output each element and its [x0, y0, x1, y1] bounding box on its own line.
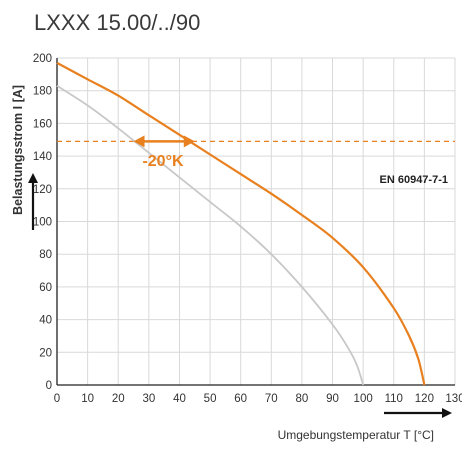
x-tick-label: 30: [142, 393, 155, 405]
y-tick-label: 160: [33, 118, 52, 130]
x-direction-arrow-head: [442, 408, 452, 418]
axes: [28, 58, 455, 418]
series-line-1: [56, 61, 426, 386]
x-tick-label: 100: [354, 393, 373, 405]
y-tick-label: 80: [39, 249, 52, 261]
norm-label: EN 60947-7-1: [380, 174, 449, 186]
x-tick-label: 50: [204, 393, 217, 405]
y-tick-label: 60: [39, 282, 52, 294]
x-tick-label: 130: [445, 393, 462, 405]
x-tick-label: 40: [173, 393, 186, 405]
series-line-2: [56, 85, 365, 386]
y-axis-label: Belastungsstrom I [A]: [11, 85, 25, 215]
x-tick-label: 70: [265, 393, 278, 405]
x-tick-label: 110: [385, 393, 403, 405]
delta-temperature-label: -20°K: [142, 153, 184, 170]
x-axis-label: Umgebungstemperatur T [°C]: [278, 428, 434, 442]
x-tick-label: 10: [81, 393, 94, 405]
x-tick-label: 60: [234, 393, 247, 405]
delta-arrow-head-right: [183, 135, 195, 148]
grid: [56, 57, 456, 386]
x-tick-label: 120: [415, 393, 434, 405]
y-tick-label: 120: [33, 184, 52, 196]
y-tick-label: 100: [33, 217, 52, 229]
delta-arrow-head-left: [133, 135, 145, 148]
x-tick-label: 80: [296, 393, 309, 405]
annotations: [133, 135, 195, 148]
series-lines: [56, 61, 426, 386]
chart-title: LXXX 15.00/../90: [34, 10, 200, 35]
y-tick-labels: 0 20 40 60 80 100 120 140 160 180 200: [33, 53, 52, 392]
y-direction-arrow-head: [28, 173, 38, 183]
y-tick-label: 140: [33, 151, 52, 163]
y-tick-label: 20: [39, 347, 52, 359]
y-tick-label: 0: [46, 380, 52, 392]
y-tick-label: 200: [33, 53, 52, 65]
x-tick-labels: 0 10 20 30 40 50 60 70 80 90 100 110 120 130: [54, 393, 462, 405]
y-tick-label: 40: [39, 315, 52, 327]
y-tick-label: 180: [33, 86, 52, 98]
x-tick-label: 0: [54, 393, 60, 405]
x-tick-label: 20: [112, 393, 125, 405]
x-tick-label: 90: [326, 393, 339, 405]
